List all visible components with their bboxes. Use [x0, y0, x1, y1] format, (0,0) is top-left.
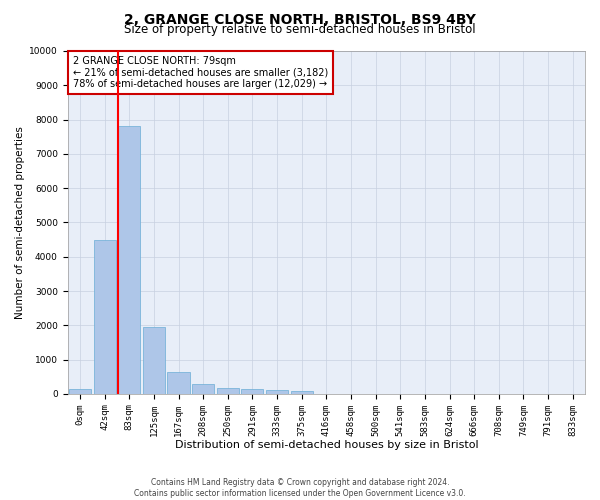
Bar [192, 384, 214, 394]
Bar [69, 388, 91, 394]
Text: 2, GRANGE CLOSE NORTH, BRISTOL, BS9 4BY: 2, GRANGE CLOSE NORTH, BRISTOL, BS9 4BY [124, 12, 476, 26]
Bar [143, 327, 165, 394]
Bar [241, 388, 263, 394]
Y-axis label: Number of semi-detached properties: Number of semi-detached properties [15, 126, 25, 319]
Text: Contains HM Land Registry data © Crown copyright and database right 2024.
Contai: Contains HM Land Registry data © Crown c… [134, 478, 466, 498]
Bar [167, 372, 190, 394]
Bar [118, 126, 140, 394]
Text: Size of property relative to semi-detached houses in Bristol: Size of property relative to semi-detach… [124, 22, 476, 36]
Bar [290, 391, 313, 394]
Bar [217, 388, 239, 394]
X-axis label: Distribution of semi-detached houses by size in Bristol: Distribution of semi-detached houses by … [175, 440, 478, 450]
Bar [266, 390, 288, 394]
Text: 2 GRANGE CLOSE NORTH: 79sqm
← 21% of semi-detached houses are smaller (3,182)
78: 2 GRANGE CLOSE NORTH: 79sqm ← 21% of sem… [73, 56, 328, 90]
Bar [94, 240, 116, 394]
